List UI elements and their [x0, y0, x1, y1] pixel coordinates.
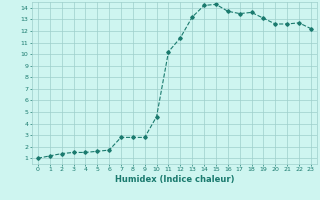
X-axis label: Humidex (Indice chaleur): Humidex (Indice chaleur) — [115, 175, 234, 184]
